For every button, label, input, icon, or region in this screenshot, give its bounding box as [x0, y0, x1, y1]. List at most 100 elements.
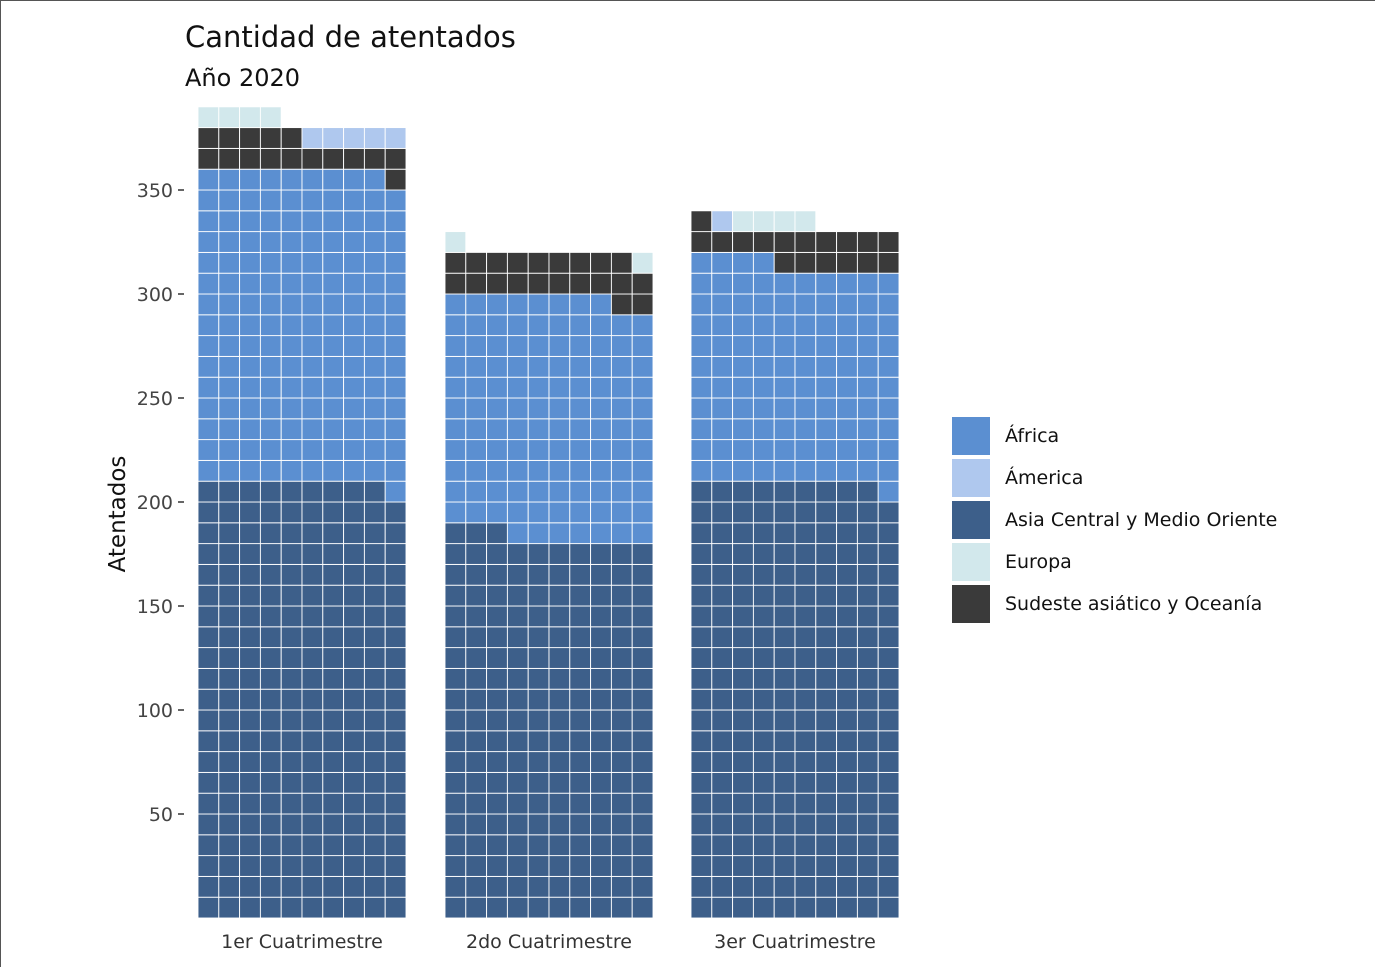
legend: África Ámerica Asia Central y Medio Orient…: [952, 415, 1277, 625]
waffle-cell: [301, 855, 324, 877]
waffle-cell: [239, 355, 261, 378]
waffle-cell: [836, 813, 858, 836]
waffle-cell: [527, 335, 550, 357]
waffle-cell: [218, 189, 241, 212]
waffle-cell: [259, 251, 282, 274]
waffle-cell: [548, 896, 571, 919]
waffle-cell: [732, 688, 754, 711]
waffle-cell: [569, 251, 592, 274]
waffle-cell: [197, 647, 220, 669]
waffle-cell: [877, 792, 900, 815]
x-tick-label: 1er Cuatrimestre: [221, 931, 383, 953]
waffle-cell: [363, 563, 386, 586]
waffle-cell: [444, 501, 467, 524]
waffle-cell: [486, 834, 508, 857]
y-tick-label: 250: [137, 388, 173, 410]
waffle-cell: [343, 251, 365, 274]
waffle-cell: [794, 771, 817, 794]
waffle-cell: [322, 439, 345, 461]
waffle-cell: [610, 355, 633, 378]
waffle-cell: [569, 875, 592, 898]
waffle-cell: [343, 376, 365, 399]
waffle-cell: [280, 751, 303, 773]
waffle-cell: [363, 647, 386, 669]
waffle-cell: [773, 480, 796, 503]
waffle-cell: [711, 501, 734, 524]
waffle-cell: [631, 251, 654, 274]
waffle-cell: [322, 480, 345, 503]
waffle-cell: [856, 563, 879, 586]
waffle-cell: [301, 730, 324, 753]
waffle-cell: [548, 397, 571, 420]
waffle-cell: [856, 439, 879, 461]
waffle-cell: [259, 709, 282, 732]
waffle-cell: [711, 771, 734, 794]
waffle-cell: [690, 875, 713, 898]
waffle-cell: [280, 584, 303, 607]
waffle-cell: [752, 272, 775, 295]
waffle-cell: [836, 522, 858, 545]
waffle-cell: [773, 605, 796, 628]
waffle-cell: [836, 875, 858, 898]
waffle-cell: [506, 626, 529, 649]
waffle-cell: [444, 647, 467, 669]
waffle-cell: [444, 792, 467, 815]
waffle-cell: [384, 834, 407, 857]
waffle-cell: [610, 875, 633, 898]
waffle-cell: [815, 667, 838, 690]
waffle-cell: [218, 813, 241, 836]
waffle-cell: [815, 834, 838, 857]
waffle-cell: [384, 688, 407, 711]
waffle-cell: [610, 251, 633, 274]
waffle-cell: [343, 667, 365, 690]
waffle-cell: [343, 896, 365, 919]
waffle-cell: [343, 459, 365, 482]
waffle-cell: [752, 855, 775, 877]
waffle-bar: [197, 106, 407, 919]
waffle-cell: [197, 459, 220, 482]
waffle-cell: [856, 418, 879, 441]
waffle-cell: [877, 834, 900, 857]
waffle-cell: [610, 459, 633, 482]
waffle-cell: [301, 688, 324, 711]
waffle-cell: [197, 355, 220, 378]
waffle-cell: [732, 418, 754, 441]
waffle-cell: [711, 355, 734, 378]
waffle-cell: [527, 584, 550, 607]
waffle-cell: [465, 418, 488, 441]
waffle-cell: [569, 813, 592, 836]
waffle-cell: [548, 813, 571, 836]
waffle-cell: [384, 813, 407, 836]
waffle-cell: [197, 709, 220, 732]
waffle-cell: [815, 709, 838, 732]
waffle-cell: [815, 792, 838, 815]
waffle-cell: [877, 709, 900, 732]
waffle-cell: [773, 397, 796, 420]
waffle-cell: [773, 855, 796, 877]
waffle-cell: [527, 418, 550, 441]
waffle-cell: [239, 439, 261, 461]
waffle-cell: [794, 875, 817, 898]
waffle-cell: [322, 584, 345, 607]
waffle-cell: [343, 210, 365, 233]
waffle-cell: [259, 688, 282, 711]
waffle-cell: [239, 293, 261, 316]
waffle-cell: [836, 480, 858, 503]
waffle-cell: [610, 584, 633, 607]
waffle-cell: [631, 730, 654, 753]
waffle-cell: [384, 626, 407, 649]
waffle-cell: [711, 231, 734, 253]
waffle-cell: [856, 855, 879, 877]
waffle-cell: [752, 751, 775, 773]
waffle-cell: [343, 189, 365, 212]
waffle-cell: [259, 855, 282, 877]
waffle-cell: [752, 293, 775, 316]
waffle-cell: [773, 272, 796, 295]
waffle-cell: [690, 397, 713, 420]
waffle-cell: [444, 688, 467, 711]
waffle-cell: [569, 501, 592, 524]
waffle-bar: [690, 210, 900, 919]
waffle-cell: [322, 418, 345, 441]
waffle-cell: [218, 751, 241, 773]
waffle-cell: [527, 855, 550, 877]
